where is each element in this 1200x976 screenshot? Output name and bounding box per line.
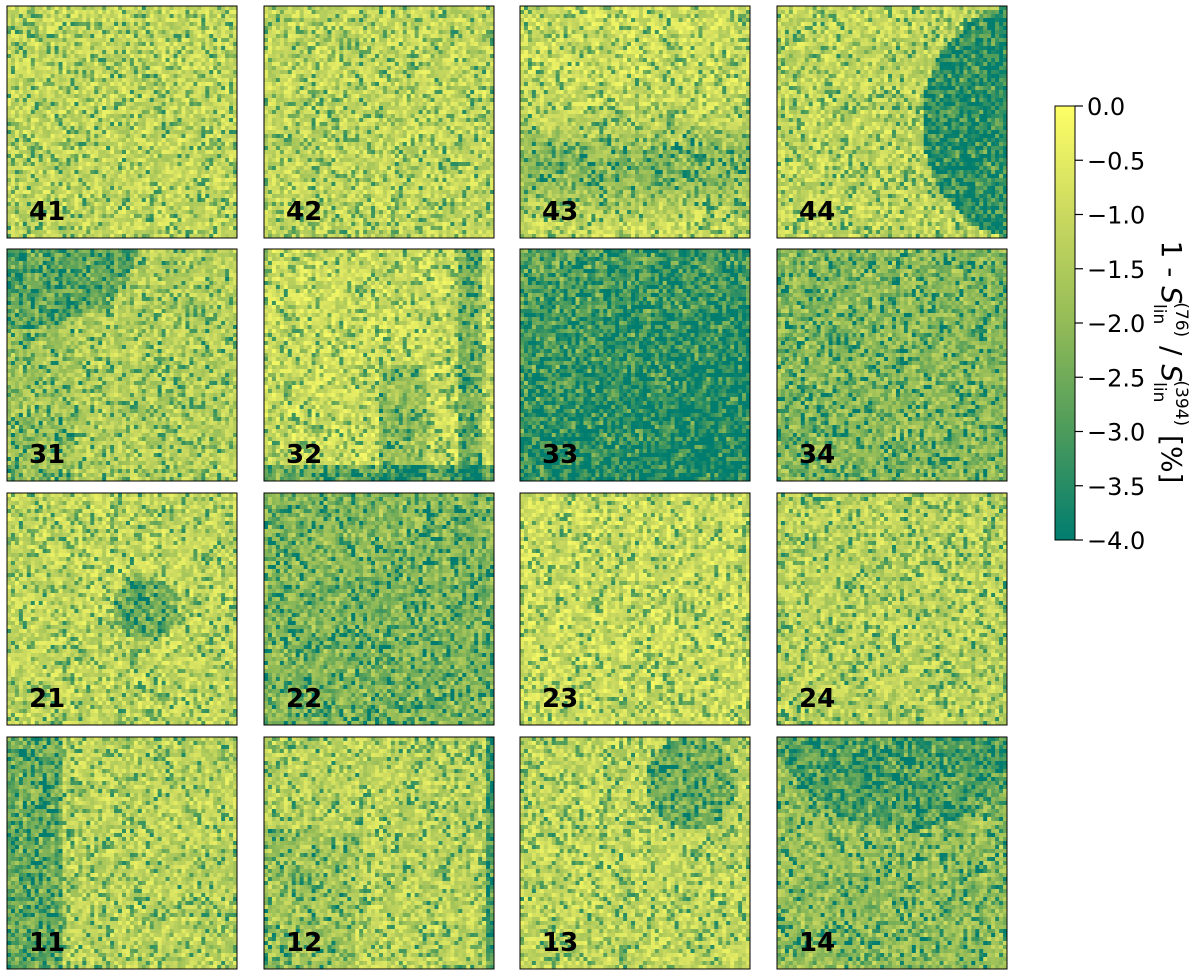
panel-label: 43 [542,197,578,227]
colorbar-tick-label: −3.0 [1087,419,1145,447]
detector-panel-43: 43 [520,6,750,238]
colorbar-gradient [1055,106,1075,540]
detector-panel-44: 44 [777,6,1007,238]
detector-panel-21: 21 [7,493,237,725]
colorbar-tick-label: −1.0 [1087,202,1145,230]
detector-panel-23: 23 [520,493,750,725]
panel-label: 21 [29,684,65,714]
detector-panel-41: 41 [7,6,237,238]
colorbar-tick-label: −2.5 [1087,364,1145,392]
colorbar-tick-label: −2.0 [1087,310,1145,338]
panel-label: 41 [29,197,65,227]
panel-label: 14 [799,928,835,958]
colorbar-tick-label: −0.5 [1087,147,1145,175]
panel-label: 44 [799,197,835,227]
detector-panel-33: 33 [520,249,750,481]
panel-label: 32 [286,440,322,470]
detector-panel-24: 24 [777,493,1007,725]
detector-panel-13: 13 [520,737,750,969]
colorbar-tick-label: 0.0 [1087,93,1125,121]
detector-panel-22: 22 [264,493,494,725]
colorbar-tick-label: −4.0 [1087,527,1145,555]
detector-panel-32: 32 [264,249,494,481]
panel-grid: 41 42 43 44 31 32 33 34 21 22 23 24 11 12 13 14 [7,6,1007,969]
panel-label: 12 [286,928,322,958]
panel-label: 23 [542,684,578,714]
panel-label: 11 [29,928,65,958]
detector-panel-42: 42 [264,6,494,238]
detector-panel-11: 11 [7,737,237,969]
detector-panel-12: 12 [264,737,494,969]
panel-label: 42 [286,197,322,227]
panel-label: 24 [799,684,835,714]
detector-panel-14: 14 [777,737,1007,969]
colorbar-ticks: 0.0 −0.5 −1.0 −1.5 −2.0 −2.5 −3.0 −3.5 −4.0 [1075,93,1145,555]
panel-label: 31 [29,440,65,470]
colorbar: 0.0 −0.5 −1.0 −1.5 −2.0 −2.5 −3.0 −3.5 −4.0 1 - … [1055,93,1191,555]
panel-label: 33 [542,440,578,470]
colorbar-tick-label: −3.5 [1087,473,1145,501]
panel-label: 13 [542,928,578,958]
panel-label: 34 [799,440,835,470]
detector-panel-34: 34 [777,249,1007,481]
colorbar-tick-label: −1.5 [1087,256,1145,284]
colorbar-label: 1 - Slin (76) / Slin (394) [%] [1149,241,1191,484]
detector-panel-31: 31 [7,249,237,481]
panel-label: 22 [286,684,322,714]
